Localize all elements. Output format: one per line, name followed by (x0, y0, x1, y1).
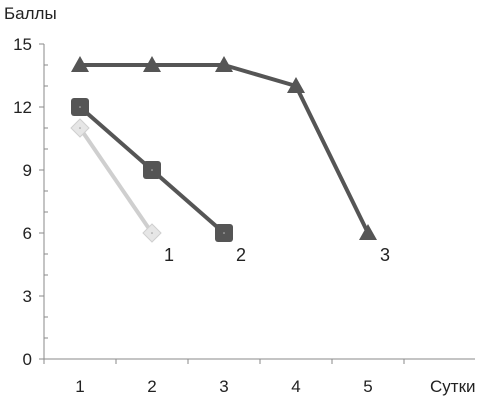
series-label-3: 3 (380, 245, 390, 265)
data-point-center (223, 232, 225, 234)
y-axis-title: Баллы (4, 4, 57, 23)
data-point-center (79, 106, 81, 108)
x-tick-label: 5 (363, 377, 372, 396)
data-point (71, 56, 89, 72)
data-point (359, 224, 377, 240)
series-1 (70, 118, 162, 243)
y-tick-label: 3 (23, 287, 32, 306)
axes (39, 43, 475, 364)
y-tick-label: 6 (23, 224, 32, 243)
y-tick-labels: 0 3 6 9 12 15 (13, 35, 32, 369)
data-point (143, 56, 161, 72)
series-2 (71, 98, 233, 242)
data-point-center (79, 127, 81, 129)
data-point-center (151, 169, 153, 171)
series-line (80, 63, 370, 234)
x-tick-label: 3 (219, 377, 228, 396)
y-tick-label: 15 (13, 35, 32, 54)
data-point (215, 56, 233, 72)
series-line (78, 126, 154, 235)
x-tick-labels: 1 2 3 4 5 (75, 377, 372, 396)
series-3 (71, 56, 377, 240)
x-tick-label: 2 (147, 377, 156, 396)
series-label-1: 1 (164, 245, 174, 265)
y-tick-label: 12 (13, 98, 32, 117)
x-tick-label: 1 (75, 377, 84, 396)
data-point-center (151, 232, 153, 234)
series-label-2: 2 (236, 245, 246, 265)
x-axis-title: Сутки (430, 377, 476, 396)
series-layer (70, 56, 377, 243)
series-labels: 1 2 3 (164, 245, 390, 265)
data-point (287, 77, 305, 93)
y-tick-label: 0 (23, 350, 32, 369)
x-tick-label: 4 (291, 377, 300, 396)
y-tick-label: 9 (23, 161, 32, 180)
